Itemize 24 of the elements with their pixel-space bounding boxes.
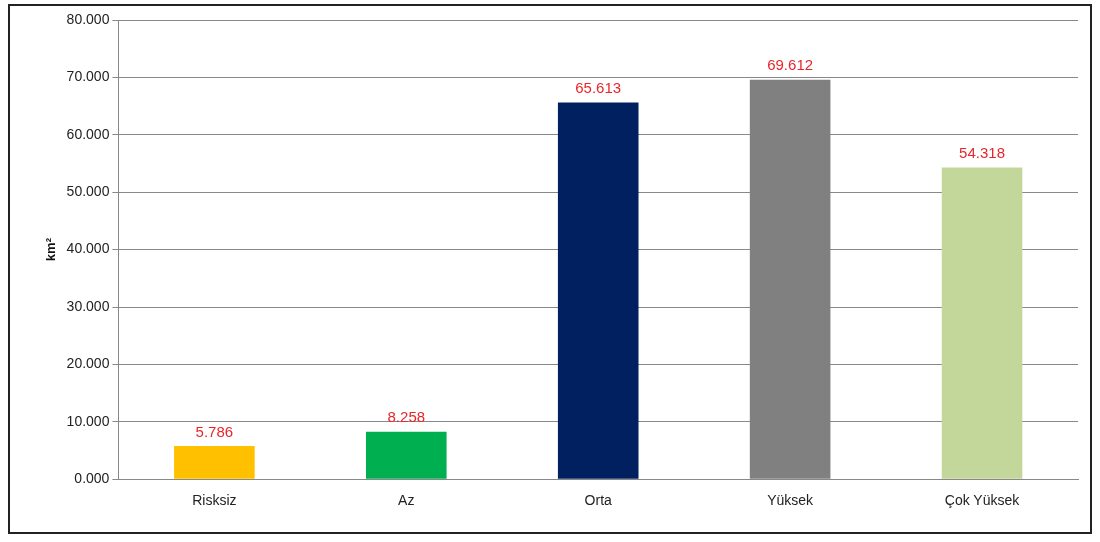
- y-axis-title: km²: [43, 237, 59, 262]
- y-tick-label: 30.000: [66, 297, 110, 314]
- y-tick-label: 80.000: [66, 10, 110, 27]
- bar: [365, 431, 447, 479]
- y-tick-label: 70.000: [66, 68, 110, 85]
- bar: [941, 167, 1023, 479]
- y-tick-label: 60.000: [66, 125, 110, 142]
- data-label: 5.786: [195, 422, 234, 440]
- x-tick-label: Risksiz: [192, 492, 237, 509]
- y-tick-label: 10.000: [66, 412, 110, 429]
- x-tick-label: Az: [398, 492, 415, 509]
- bar: [174, 445, 255, 479]
- bar: [557, 102, 639, 479]
- y-tick-label: 0.000: [74, 470, 110, 487]
- x-tick-label: Orta: [584, 492, 613, 509]
- y-tick-label: 50.000: [66, 183, 110, 200]
- y-tick-label: 40.000: [66, 240, 110, 257]
- y-tick-label: 20.000: [66, 355, 110, 372]
- data-label: 65.613: [575, 79, 622, 97]
- data-label: 69.612: [767, 56, 814, 74]
- data-label: 54.318: [959, 144, 1005, 162]
- x-tick-label: Yüksek: [767, 492, 815, 509]
- data-label: 8.258: [387, 408, 426, 426]
- x-tick-label: Çok Yüksek: [944, 492, 1021, 509]
